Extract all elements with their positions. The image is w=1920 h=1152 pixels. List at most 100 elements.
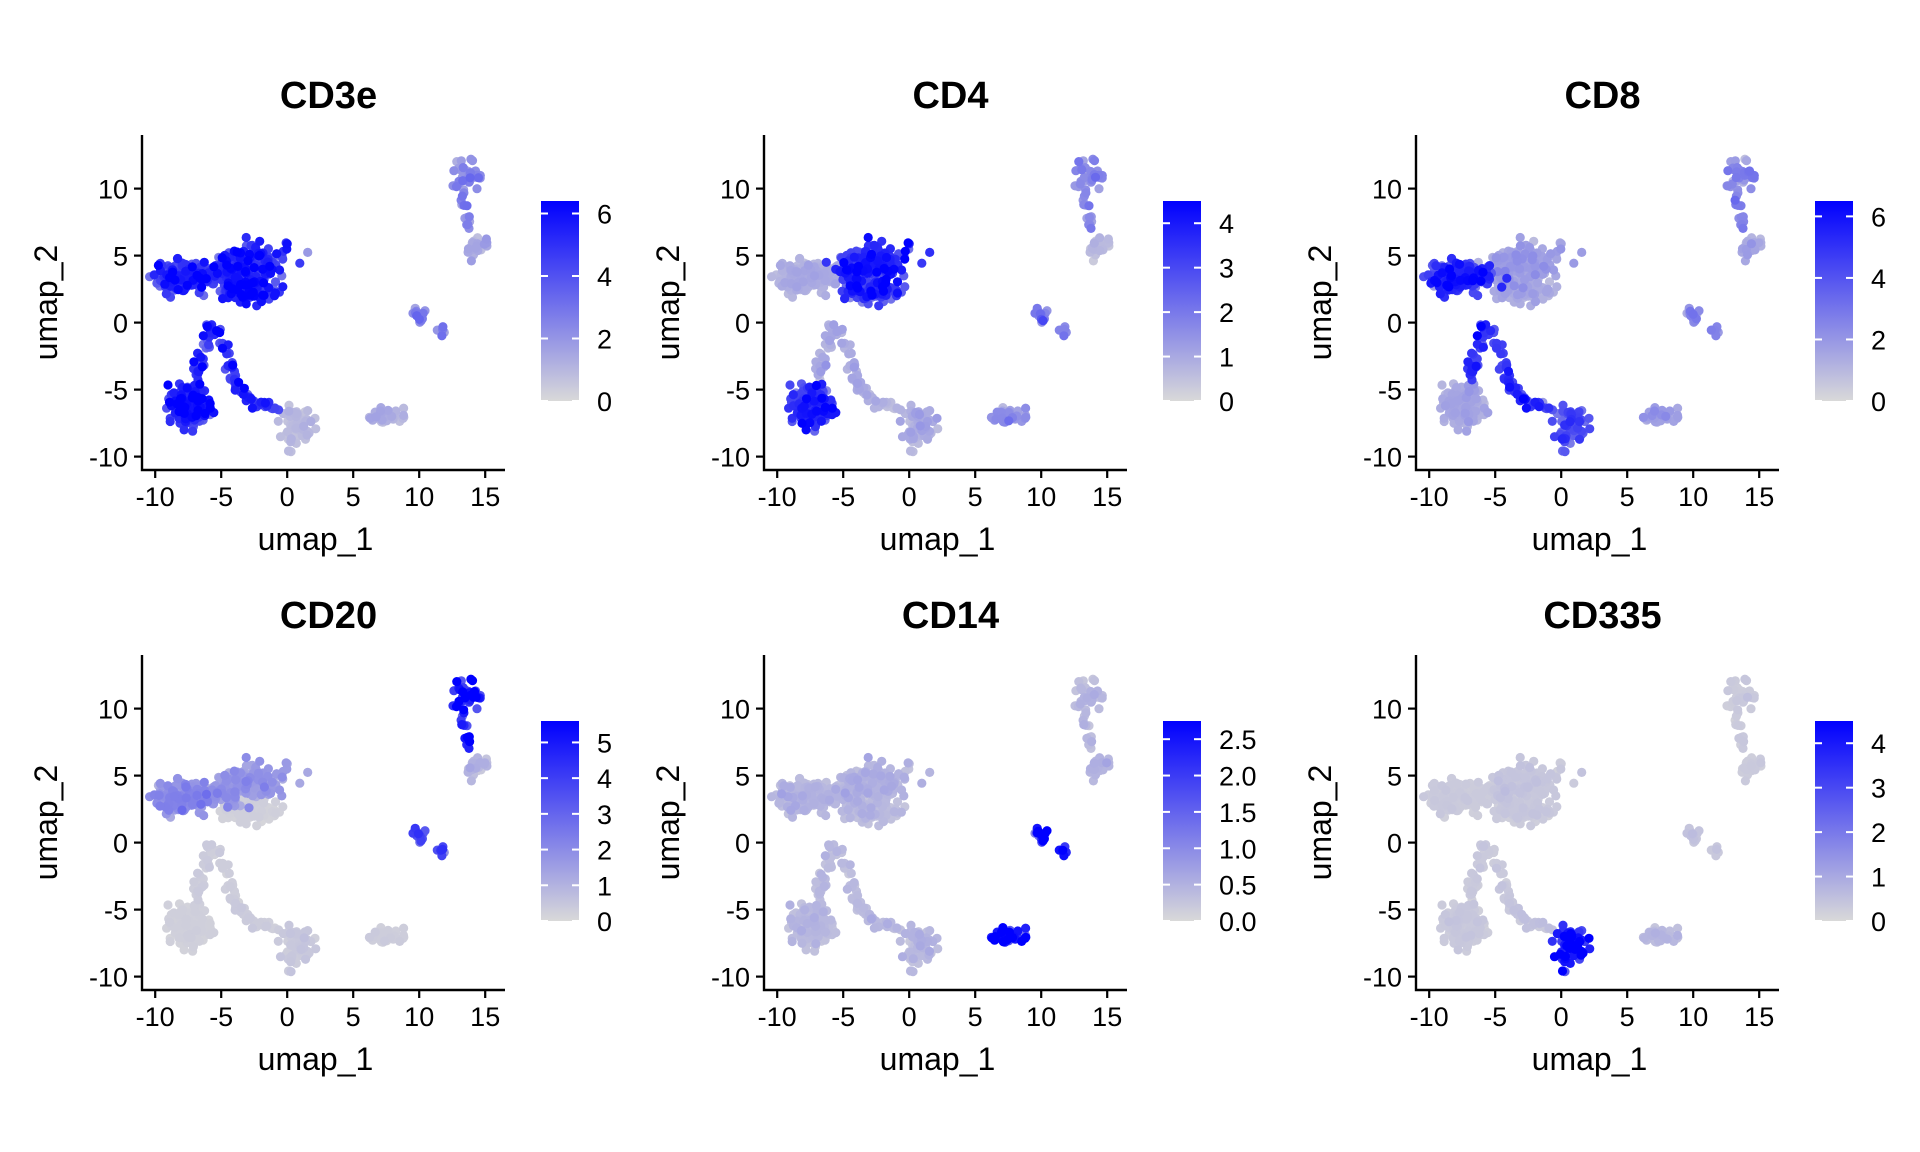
cell-point bbox=[917, 778, 927, 788]
cell-point bbox=[259, 278, 269, 288]
cell-point bbox=[1444, 282, 1454, 292]
cell-point bbox=[1094, 704, 1104, 714]
cell-point bbox=[787, 936, 797, 947]
panel-title: CD14 bbox=[902, 595, 999, 637]
cell-point bbox=[277, 772, 287, 782]
cell-point bbox=[1102, 758, 1112, 768]
cell-point bbox=[295, 258, 305, 268]
cell-point bbox=[193, 895, 203, 905]
cell-point bbox=[458, 176, 468, 186]
x-axis-title: umap_1 bbox=[258, 1041, 374, 1077]
cell-point bbox=[1454, 259, 1465, 269]
cell-point bbox=[285, 928, 295, 939]
cell-point bbox=[154, 790, 164, 800]
x-tick-label: 15 bbox=[1092, 482, 1122, 512]
cell-point bbox=[831, 279, 841, 289]
cell-point bbox=[230, 385, 240, 395]
cell-point bbox=[1432, 278, 1442, 288]
cell-point bbox=[903, 238, 913, 248]
cell-point bbox=[837, 338, 847, 348]
legend-tick-label: 2 bbox=[597, 836, 612, 866]
panel-cd14: CD14-10 -5 0 5 10 15-10-50510umap_1umap_20.00… bbox=[650, 595, 1257, 1077]
cell-point bbox=[1040, 828, 1050, 838]
legend-tick-label: 4 bbox=[597, 262, 612, 292]
cell-point bbox=[275, 432, 286, 442]
cell-point bbox=[895, 416, 905, 426]
cell-point bbox=[155, 801, 165, 811]
cell-point bbox=[899, 791, 909, 801]
cell-point bbox=[797, 938, 807, 948]
x-tick-label: 10 bbox=[1678, 482, 1708, 512]
cell-point bbox=[788, 390, 798, 400]
cell-point bbox=[881, 252, 892, 263]
cell-point bbox=[1649, 406, 1660, 416]
cell-point bbox=[821, 257, 831, 267]
cell-point bbox=[258, 264, 268, 274]
cell-point bbox=[818, 907, 828, 917]
cell-point bbox=[163, 900, 173, 910]
legend-tick-label: 0 bbox=[1871, 387, 1886, 417]
cell-point bbox=[306, 416, 316, 427]
cell-point bbox=[900, 246, 910, 256]
cell-point bbox=[281, 758, 291, 768]
cell-point bbox=[467, 156, 478, 166]
cell-point bbox=[845, 813, 855, 823]
x-tick-label: 10 bbox=[1026, 1002, 1056, 1032]
cell-point bbox=[179, 425, 189, 435]
cell-point bbox=[1471, 394, 1481, 404]
x-tick-label: -10 bbox=[136, 482, 175, 512]
cell-point bbox=[1577, 247, 1587, 257]
cell-point bbox=[924, 946, 935, 956]
cell-point bbox=[1059, 331, 1069, 341]
cell-point bbox=[173, 285, 183, 295]
cell-point bbox=[295, 778, 305, 788]
cell-point bbox=[209, 928, 219, 938]
cell-point bbox=[905, 446, 916, 456]
cell-point bbox=[399, 923, 409, 933]
cell-point bbox=[270, 288, 281, 298]
cell-point bbox=[1473, 290, 1483, 301]
cell-point bbox=[466, 776, 476, 786]
cell-point bbox=[272, 249, 282, 259]
y-tick-label: 10 bbox=[98, 695, 128, 725]
cell-point bbox=[1021, 412, 1031, 422]
cell-point bbox=[170, 275, 180, 285]
panel-cd20: CD20-10 -5 0 5 10 15-10-50510umap_1umap_20123… bbox=[28, 595, 612, 1077]
x-tick-label: 10 bbox=[404, 1002, 434, 1032]
cell-point bbox=[1467, 348, 1477, 358]
cell-point bbox=[1086, 223, 1096, 233]
cell-point bbox=[816, 416, 826, 426]
cell-point bbox=[1472, 331, 1482, 341]
cell-point bbox=[258, 290, 268, 300]
cell-point bbox=[1081, 188, 1091, 198]
scatter-points bbox=[767, 674, 1114, 977]
cell-point bbox=[841, 265, 852, 275]
x-tick-label: 15 bbox=[1092, 1002, 1122, 1032]
cell-point bbox=[311, 424, 321, 434]
cell-point bbox=[1569, 258, 1579, 268]
cell-point bbox=[299, 933, 309, 943]
cell-point bbox=[849, 252, 859, 262]
cell-point bbox=[383, 405, 393, 415]
x-tick-label: 5 bbox=[346, 482, 361, 512]
x-tick-label: -5 bbox=[1483, 482, 1507, 512]
cell-point bbox=[869, 403, 879, 413]
cell-point bbox=[1460, 408, 1470, 418]
cell-point bbox=[809, 799, 819, 809]
legend-tick-label: 2.5 bbox=[1219, 725, 1257, 755]
cell-point bbox=[220, 770, 230, 780]
cell-point bbox=[1431, 261, 1441, 271]
cell-point bbox=[1530, 270, 1540, 280]
cell-point bbox=[819, 881, 829, 891]
y-tick-label: 10 bbox=[720, 175, 750, 205]
legend-tick-label: 3 bbox=[597, 800, 612, 830]
cell-point bbox=[925, 247, 935, 257]
cell-point bbox=[1095, 246, 1105, 256]
cell-point bbox=[199, 257, 209, 267]
y-tick-label: -10 bbox=[711, 443, 750, 473]
cell-point bbox=[1038, 316, 1048, 326]
cell-point bbox=[845, 860, 855, 870]
cell-point bbox=[215, 327, 225, 338]
cell-point bbox=[1527, 255, 1537, 265]
